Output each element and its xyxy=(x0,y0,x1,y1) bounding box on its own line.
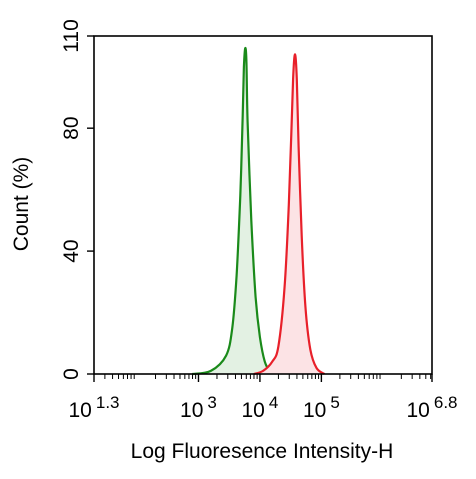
y-axis-label: Count (%) xyxy=(10,157,33,252)
series-0-area xyxy=(192,48,271,374)
x-tick-label-1: 10 3 xyxy=(180,393,217,422)
x-tick-label-3: 10 5 xyxy=(303,393,340,422)
x-tick-label-0: 10 1.3 xyxy=(69,393,120,422)
plot-frame xyxy=(93,35,433,375)
series-1-line xyxy=(253,53,326,376)
x-tick-label-2: 10 4 xyxy=(242,393,279,422)
y-tick-label-2: 80 xyxy=(60,117,83,140)
x-axis-label: Log Fluoresence Intensity-H xyxy=(131,440,394,463)
y-tick-label-1: 40 xyxy=(60,239,83,262)
x-tick-label-4: 10 6.8 xyxy=(407,393,458,422)
series-0-line xyxy=(192,46,272,376)
plot-border xyxy=(93,35,433,375)
series-layer xyxy=(192,46,326,376)
y-tick-label-3: 110 xyxy=(60,19,83,52)
axis-ticks: 0 40 80 110 10 1.3 10 3 10 4 10 5 10 6.8 xyxy=(60,19,458,422)
y-tick-label-0: 0 xyxy=(60,368,83,380)
